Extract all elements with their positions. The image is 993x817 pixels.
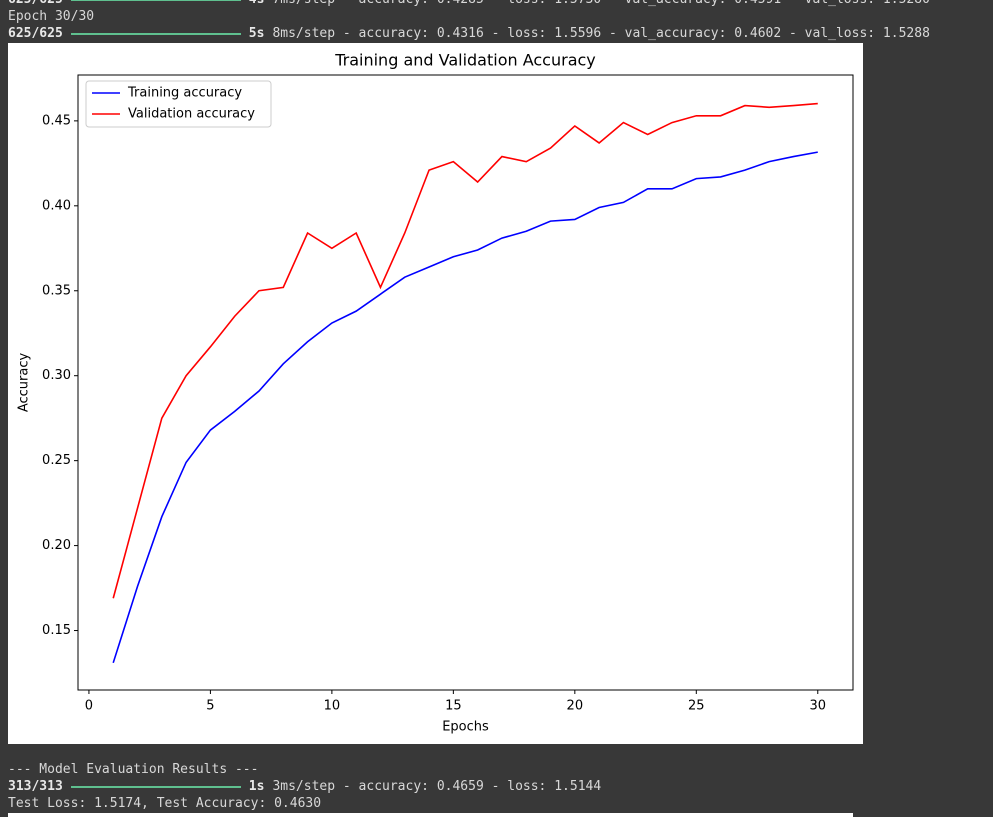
plot-frame — [77, 74, 854, 691]
x-tick-label: 20 — [567, 699, 584, 714]
elapsed-time: 1s — [248, 779, 265, 794]
chart-title: Training and Validation Accuracy — [334, 51, 596, 70]
x-tick-label: 10 — [324, 699, 341, 714]
legend-label: Validation accuracy — [128, 107, 255, 122]
metrics: 3ms/step - accuracy: 0.4659 - loss: 1.51… — [272, 779, 602, 794]
step-count: 625/625 — [8, 26, 63, 41]
step-count: 625/625 — [8, 0, 63, 8]
console-bottom: --- Model Evaluation Results --- 313/313 1… — [8, 761, 601, 812]
x-tick-label: 30 — [809, 699, 826, 714]
legend-box — [85, 80, 272, 128]
metrics: 8ms/step - accuracy: 0.4316 - loss: 1.55… — [272, 26, 930, 41]
elapsed-time: 4s — [249, 0, 265, 8]
console-text: Test Loss: 1.5174, Test Accuracy: 0.4630 — [8, 796, 322, 811]
elapsed-time: 5s — [248, 26, 265, 41]
console-line: 313/313 1s 3ms/step - accuracy: 0.4659 - l… — [8, 778, 601, 795]
x-tick-label: 15 — [445, 699, 462, 714]
y-tick-label: 0.20 — [42, 538, 71, 553]
next-output-edge — [8, 813, 853, 817]
progress-bar — [70, 0, 241, 1]
legend-label: Training accuracy — [127, 86, 242, 101]
y-tick-label: 0.30 — [42, 368, 71, 383]
console-text: Epoch 30/30 — [8, 9, 95, 24]
x-axis-label: Epochs — [442, 720, 489, 735]
y-axis-label: Accuracy — [17, 353, 32, 413]
metrics: 7ms/step - accuracy: 0.4285 - loss: 1.57… — [272, 0, 929, 8]
chart: Training and Validation Accuracy Epochs Ac… — [8, 43, 863, 744]
y-tick-label: 0.25 — [42, 453, 71, 468]
series-line — [112, 151, 818, 664]
console-top: 625/625 4s 7ms/step - accuracy: 0.4285 - l… — [8, 0, 930, 42]
console-line: 625/625 4s 7ms/step - accuracy: 0.4285 - l… — [8, 0, 930, 8]
console-line: --- Model Evaluation Results --- — [8, 761, 601, 778]
console-text: --- Model Evaluation Results --- — [8, 762, 259, 777]
y-tick-label: 0.45 — [42, 113, 71, 128]
console-line: Epoch 30/30 — [8, 8, 930, 25]
y-tick-label: 0.35 — [42, 283, 71, 298]
console-line: Test Loss: 1.5174, Test Accuracy: 0.4630 — [8, 795, 601, 812]
y-tick-label: 0.15 — [42, 623, 71, 638]
x-tick-label: 5 — [206, 699, 214, 714]
progress-bar — [70, 32, 241, 35]
x-tick-label: 25 — [688, 699, 705, 714]
y-tick-label: 0.40 — [42, 198, 71, 213]
step-count: 313/313 — [8, 779, 63, 794]
progress-bar — [70, 785, 241, 788]
console-line: 625/625 5s 8ms/step - accuracy: 0.4316 - l… — [8, 25, 930, 42]
x-tick-label: 0 — [85, 699, 93, 714]
series-line — [112, 102, 818, 599]
